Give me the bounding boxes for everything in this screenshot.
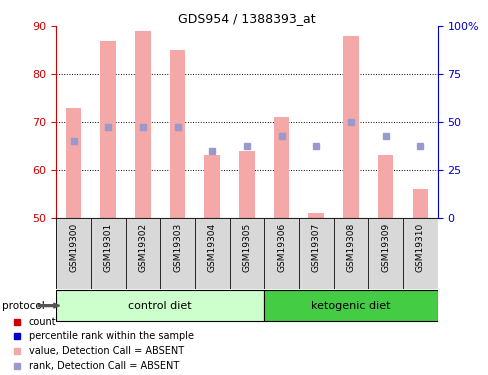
Text: percentile rank within the sample: percentile rank within the sample bbox=[28, 332, 193, 342]
Bar bbox=[204, 155, 220, 218]
Text: protocol: protocol bbox=[2, 301, 45, 310]
Text: control diet: control diet bbox=[128, 301, 192, 310]
Text: count: count bbox=[28, 317, 56, 327]
Text: GSM19308: GSM19308 bbox=[346, 223, 355, 273]
Bar bbox=[169, 50, 185, 217]
Bar bbox=[264, 217, 298, 289]
Bar bbox=[402, 217, 437, 289]
Bar bbox=[56, 217, 91, 289]
Text: GSM19302: GSM19302 bbox=[138, 223, 147, 272]
Bar bbox=[160, 217, 195, 289]
Bar bbox=[56, 217, 437, 289]
Bar bbox=[100, 40, 116, 218]
Bar bbox=[65, 108, 81, 218]
Bar bbox=[273, 117, 289, 218]
Bar bbox=[264, 290, 437, 321]
Text: ketogenic diet: ketogenic diet bbox=[310, 301, 390, 310]
Bar bbox=[239, 150, 254, 217]
Bar bbox=[377, 155, 393, 218]
Bar bbox=[125, 217, 160, 289]
Text: GSM19304: GSM19304 bbox=[207, 223, 216, 272]
Text: GSM19306: GSM19306 bbox=[277, 223, 285, 273]
Text: GSM19300: GSM19300 bbox=[69, 223, 78, 273]
Bar bbox=[308, 213, 324, 217]
Text: rank, Detection Call = ABSENT: rank, Detection Call = ABSENT bbox=[28, 362, 179, 372]
Text: GSM19305: GSM19305 bbox=[242, 223, 251, 273]
Text: GSM19307: GSM19307 bbox=[311, 223, 320, 273]
Bar bbox=[135, 31, 150, 217]
Bar bbox=[412, 189, 427, 217]
Text: GSM19301: GSM19301 bbox=[103, 223, 113, 273]
Text: value, Detection Call = ABSENT: value, Detection Call = ABSENT bbox=[28, 346, 183, 357]
Bar bbox=[195, 217, 229, 289]
Bar bbox=[91, 217, 125, 289]
Bar bbox=[298, 217, 333, 289]
Bar bbox=[367, 217, 402, 289]
Bar bbox=[229, 217, 264, 289]
Text: GSM19310: GSM19310 bbox=[415, 223, 424, 273]
Bar bbox=[343, 36, 358, 218]
Text: GSM19303: GSM19303 bbox=[173, 223, 182, 273]
Bar bbox=[56, 290, 264, 321]
Title: GDS954 / 1388393_at: GDS954 / 1388393_at bbox=[178, 12, 315, 25]
Bar bbox=[333, 217, 367, 289]
Text: GSM19309: GSM19309 bbox=[380, 223, 389, 273]
